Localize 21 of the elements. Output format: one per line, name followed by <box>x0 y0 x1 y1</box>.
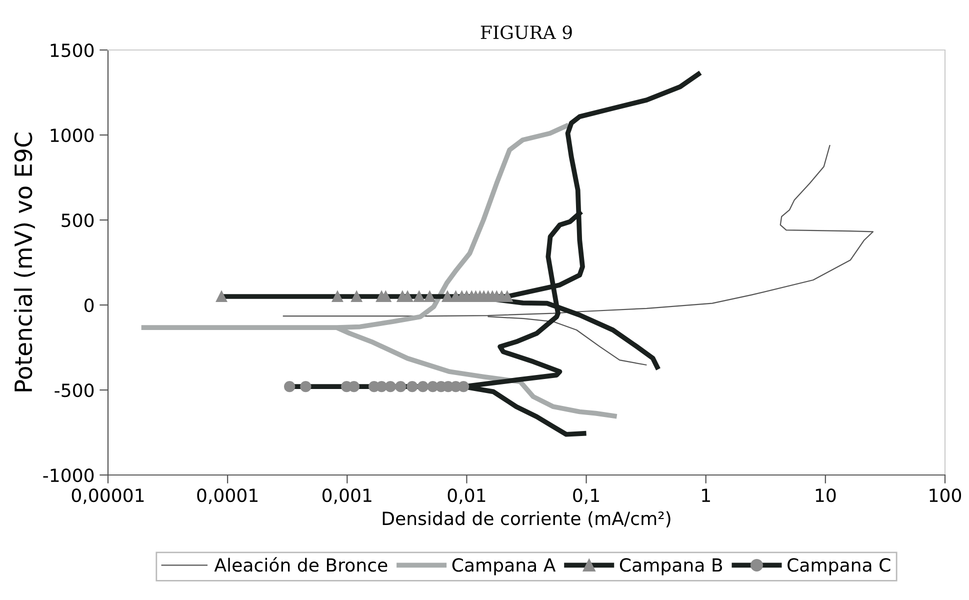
y-axis-title: Potencial (mV) vo E9C <box>14 132 35 392</box>
legend-label: Campana B <box>620 558 722 576</box>
x-tick-label: 0,1 <box>573 488 599 504</box>
x-axis-title: Densidad de corriente (mA/cm²) <box>382 511 670 528</box>
x-tick-label: 10 <box>816 488 836 502</box>
y-tick-label: -1000 <box>43 468 94 482</box>
x-tick-label: 0,0001 <box>197 488 258 504</box>
x-tick-label: 100 <box>930 488 962 502</box>
legend-label: Campana C <box>788 558 890 576</box>
x-tick-label: 0,001 <box>322 488 372 504</box>
y-tick-label: 500 <box>62 213 94 228</box>
x-tick-label: 0,00001 <box>72 488 144 504</box>
chart-title: FIGURA 9 <box>480 25 572 40</box>
x-tick-label: 0,01 <box>448 488 486 504</box>
y-tick-label: 1000 <box>50 128 94 142</box>
x-tick-label: 1 <box>702 488 710 502</box>
y-tick-label: 0 <box>84 298 94 312</box>
y-tick-label: 1500 <box>50 43 94 58</box>
y-tick-label: -500 <box>54 383 94 398</box>
legend-label: Campana A <box>452 558 556 576</box>
legend-label: Aleación de Bronce <box>214 557 388 572</box>
